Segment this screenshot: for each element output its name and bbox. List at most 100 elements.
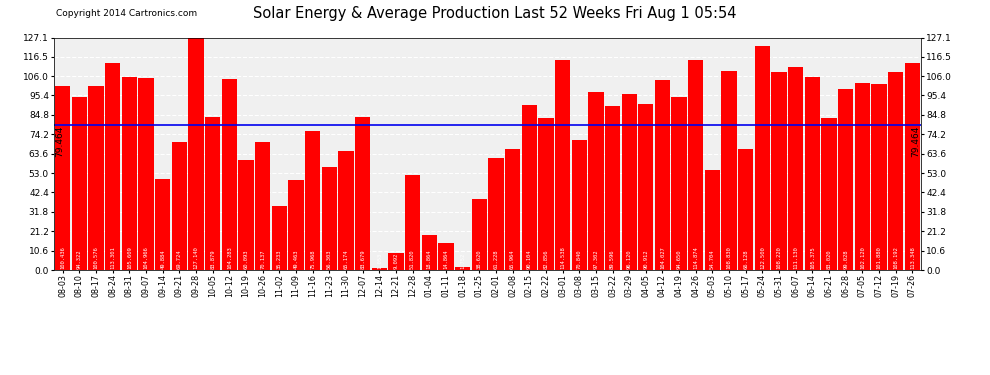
Bar <box>439 243 453 270</box>
Bar <box>322 167 337 270</box>
Bar <box>854 83 870 270</box>
Text: 56.303: 56.303 <box>327 250 332 269</box>
Bar <box>654 80 670 270</box>
Bar <box>139 78 153 270</box>
Bar <box>355 117 370 270</box>
Bar <box>539 118 553 270</box>
Bar <box>739 149 753 270</box>
Bar <box>488 158 504 270</box>
Text: 94.322: 94.322 <box>77 250 82 269</box>
Text: 79.464: 79.464 <box>55 126 64 157</box>
Text: 79.464: 79.464 <box>911 126 920 157</box>
Text: 69.724: 69.724 <box>177 250 182 269</box>
Bar <box>271 206 287 270</box>
Text: 113.348: 113.348 <box>910 246 915 269</box>
Bar <box>671 97 687 270</box>
Bar <box>88 86 104 270</box>
Bar <box>722 71 737 270</box>
Text: 96.120: 96.120 <box>627 250 632 269</box>
Text: 75.968: 75.968 <box>310 250 315 269</box>
Text: 114.538: 114.538 <box>560 246 565 269</box>
Bar <box>371 268 387 270</box>
Text: 70.840: 70.840 <box>577 250 582 269</box>
Text: 14.864: 14.864 <box>444 250 448 269</box>
Text: 105.375: 105.375 <box>810 246 815 269</box>
Text: 83.879: 83.879 <box>210 250 215 269</box>
Bar <box>588 92 604 270</box>
Text: 104.283: 104.283 <box>227 246 232 269</box>
Text: 90.912: 90.912 <box>644 250 648 269</box>
Text: Solar Energy & Average Production Last 52 Weeks Fri Aug 1 05:54: Solar Energy & Average Production Last 5… <box>253 6 737 21</box>
Bar <box>222 79 237 270</box>
Text: 51.820: 51.820 <box>410 250 415 269</box>
Bar <box>571 140 587 270</box>
Text: 65.964: 65.964 <box>510 250 515 269</box>
Bar <box>171 142 187 270</box>
Bar <box>122 77 137 270</box>
Text: 90.104: 90.104 <box>527 250 532 269</box>
Bar <box>605 106 620 270</box>
Text: 105.609: 105.609 <box>127 246 132 269</box>
Text: 114.874: 114.874 <box>693 246 698 269</box>
Bar <box>55 86 70 270</box>
Bar <box>688 60 704 270</box>
Bar <box>105 63 121 270</box>
Bar <box>905 63 920 270</box>
Text: 127.140: 127.140 <box>194 246 199 269</box>
Bar <box>288 180 304 270</box>
Bar <box>639 104 653 270</box>
Text: 18.864: 18.864 <box>427 250 432 269</box>
Bar <box>505 149 520 270</box>
Bar <box>705 170 720 270</box>
Bar <box>388 254 404 270</box>
Bar <box>455 267 470 270</box>
Bar <box>205 117 221 270</box>
Text: 66.128: 66.128 <box>743 250 748 269</box>
Bar <box>422 236 437 270</box>
Text: Copyright 2014 Cartronics.com: Copyright 2014 Cartronics.com <box>56 9 198 18</box>
Bar <box>339 151 353 270</box>
Text: 1.053: 1.053 <box>377 253 382 269</box>
Text: 108.192: 108.192 <box>893 246 898 269</box>
Text: 1.752: 1.752 <box>460 253 465 269</box>
Bar <box>839 89 853 270</box>
Bar <box>155 179 170 270</box>
Bar <box>805 77 820 270</box>
Bar <box>822 118 837 270</box>
Text: 70.137: 70.137 <box>260 250 265 269</box>
Text: 111.130: 111.130 <box>793 246 798 269</box>
Bar <box>788 67 804 270</box>
Text: 108.220: 108.220 <box>776 246 781 269</box>
Bar <box>471 200 487 270</box>
Text: 49.884: 49.884 <box>160 250 165 269</box>
Text: 83.679: 83.679 <box>360 250 365 269</box>
Bar <box>622 94 637 270</box>
Text: 100.576: 100.576 <box>94 246 99 269</box>
Text: 102.120: 102.120 <box>860 246 865 269</box>
Text: 97.302: 97.302 <box>593 250 598 269</box>
Text: 108.830: 108.830 <box>727 246 732 269</box>
Text: 122.500: 122.500 <box>760 246 765 269</box>
Text: 60.093: 60.093 <box>244 250 248 269</box>
Text: 94.650: 94.650 <box>676 250 682 269</box>
Bar <box>188 38 204 270</box>
Text: 104.966: 104.966 <box>144 246 148 269</box>
Text: 35.233: 35.233 <box>277 250 282 269</box>
Text: 65.174: 65.174 <box>344 250 348 269</box>
Bar <box>255 142 270 270</box>
Bar <box>522 105 537 270</box>
Text: 38.620: 38.620 <box>477 250 482 269</box>
Bar <box>888 72 904 270</box>
Text: 113.301: 113.301 <box>110 246 115 269</box>
Text: 49.463: 49.463 <box>293 250 299 269</box>
Text: 104.027: 104.027 <box>660 246 665 269</box>
Bar <box>771 72 787 270</box>
Text: 100.436: 100.436 <box>60 246 65 269</box>
Text: 89.596: 89.596 <box>610 250 615 269</box>
Text: 83.020: 83.020 <box>827 250 832 269</box>
Text: 61.228: 61.228 <box>493 250 498 269</box>
Text: 99.028: 99.028 <box>843 250 848 269</box>
Bar <box>871 84 887 270</box>
Bar <box>72 98 87 270</box>
Text: 82.856: 82.856 <box>544 250 548 269</box>
